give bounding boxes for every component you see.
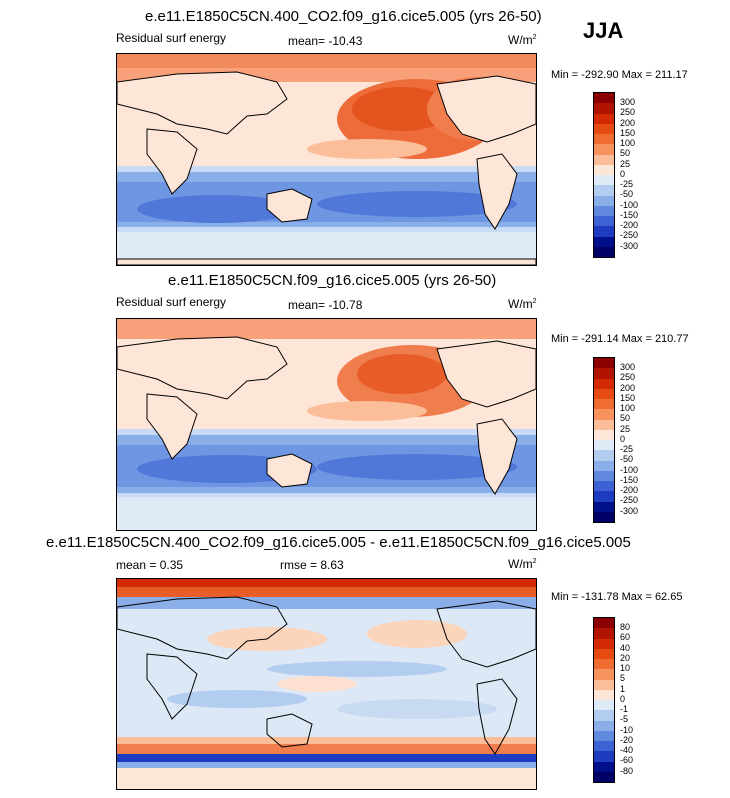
panel2-colorbar <box>593 357 615 523</box>
panel1-map <box>116 53 537 266</box>
season-label: JJA <box>583 18 624 43</box>
colorbar-tick: 60 <box>620 632 631 642</box>
panel2-units: W/m2 <box>508 297 537 311</box>
colorbar-tick: 25 <box>620 424 631 434</box>
colorbar-tick: 50 <box>620 148 631 158</box>
colorbar-tick: -100 <box>620 200 639 210</box>
colorbar-tick: -150 <box>620 210 639 220</box>
colorbar-tick: 200 <box>620 118 636 128</box>
colorbar-tick: 80 <box>620 622 631 632</box>
panel1-title: e.e11.E1850C5CN.400_CO2.f09_g16.cice5.00… <box>145 8 542 25</box>
colorbar-tick: 5 <box>620 673 626 683</box>
panel3-units: W/m2 <box>508 557 537 571</box>
colorbar-tick: -300 <box>620 506 639 516</box>
colorbar-tick: -250 <box>620 230 639 240</box>
colorbar-tick: -200 <box>620 485 639 495</box>
colorbar-tick: -300 <box>620 241 639 251</box>
colorbar-tick: 50 <box>620 413 631 423</box>
colorbar-tick: -60 <box>620 755 634 765</box>
panel3-map <box>116 578 537 790</box>
panel3-minmax: Min = -131.78 Max = 62.65 <box>551 591 683 603</box>
panel2-map <box>116 318 537 531</box>
colorbar-tick: 100 <box>620 403 636 413</box>
colorbar-tick: 10 <box>620 663 631 673</box>
panel1-units: W/m2 <box>508 33 537 47</box>
panel2-minmax: Min = -291.14 Max = 210.77 <box>551 333 689 345</box>
colorbar-tick: -20 <box>620 735 634 745</box>
colorbar-tick: 20 <box>620 653 631 663</box>
colorbar-tick: 150 <box>620 393 636 403</box>
panel2-mean: mean= -10.78 <box>288 298 363 312</box>
colorbar-tick: -50 <box>620 454 634 464</box>
colorbar-tick: -200 <box>620 220 639 230</box>
colorbar-tick: 100 <box>620 138 636 148</box>
colorbar-tick: -40 <box>620 745 634 755</box>
colorbar-tick: -25 <box>620 179 634 189</box>
colorbar-tick: 40 <box>620 643 631 653</box>
panel1-colorbar <box>593 92 615 258</box>
panel1-minmax: Min = -292.90 Max = 211.17 <box>551 69 688 81</box>
panel3-colorbar <box>593 617 615 783</box>
colorbar-tick: 0 <box>620 694 626 704</box>
panel3-mean: mean = 0.35 <box>116 558 184 572</box>
colorbar-tick: -50 <box>620 189 634 199</box>
panel2-title: e.e11.E1850C5CN.f09_g16.cice5.005 (yrs 2… <box>168 272 497 289</box>
colorbar-tick: 1 <box>620 684 626 694</box>
colorbar-tick: 150 <box>620 128 636 138</box>
colorbar-tick: 200 <box>620 383 636 393</box>
panel3-title: e.e11.E1850C5CN.400_CO2.f09_g16.cice5.00… <box>46 534 631 551</box>
colorbar-tick: -250 <box>620 495 639 505</box>
colorbar-tick: 300 <box>620 97 636 107</box>
panel1-left-label: Residual surf energy <box>116 31 227 45</box>
colorbar-tick: -80 <box>620 766 634 776</box>
colorbar-tick: -150 <box>620 475 639 485</box>
panel3-rmse: rmse = 8.63 <box>280 558 344 572</box>
colorbar-tick: 250 <box>620 372 636 382</box>
panel1-mean: mean= -10.43 <box>288 34 363 48</box>
colorbar-tick: -5 <box>620 714 629 724</box>
colorbar-tick: 0 <box>620 169 626 179</box>
colorbar-tick: 0 <box>620 434 626 444</box>
colorbar-tick: 300 <box>620 362 636 372</box>
colorbar-tick: -1 <box>620 704 629 714</box>
panel2-left-label: Residual surf energy <box>116 295 227 309</box>
colorbar-tick: 25 <box>620 159 631 169</box>
colorbar-tick: -25 <box>620 444 634 454</box>
colorbar-tick: -100 <box>620 465 639 475</box>
colorbar-tick: -10 <box>620 725 634 735</box>
colorbar-tick: 250 <box>620 107 636 117</box>
